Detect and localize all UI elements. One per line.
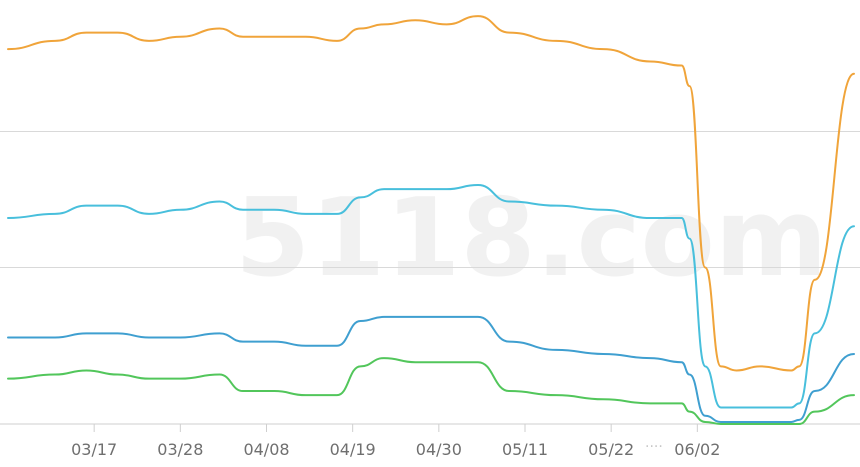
watermark-text: 5118.com	[235, 176, 827, 301]
series-line-4	[7, 357, 855, 425]
x-tick-label-1: 03/17	[71, 440, 117, 459]
blurred-overlay-text: ····	[645, 439, 663, 455]
x-tick-label-6: 05/11	[502, 440, 548, 459]
x-tick-label-8: 06/02	[674, 440, 720, 459]
x-axis-ticks: 03/17 03/28 04/08 04/19 04/30 05/11 05/22 06/02	[71, 424, 720, 459]
grid-lines	[0, 130, 860, 268]
watermark-group: 5118.com ····	[235, 176, 827, 455]
series-lines	[7, 15, 855, 425]
series-line-3	[7, 315, 855, 423]
x-tick-label-5: 04/30	[416, 440, 462, 459]
x-tick-label-4: 04/19	[330, 440, 376, 459]
series-line-2	[7, 184, 855, 409]
x-tick-label-2: 03/28	[157, 440, 203, 459]
x-tick-label-7: 05/22	[588, 440, 634, 459]
series-line-1	[7, 15, 855, 372]
x-tick-label-3: 04/08	[243, 440, 289, 459]
